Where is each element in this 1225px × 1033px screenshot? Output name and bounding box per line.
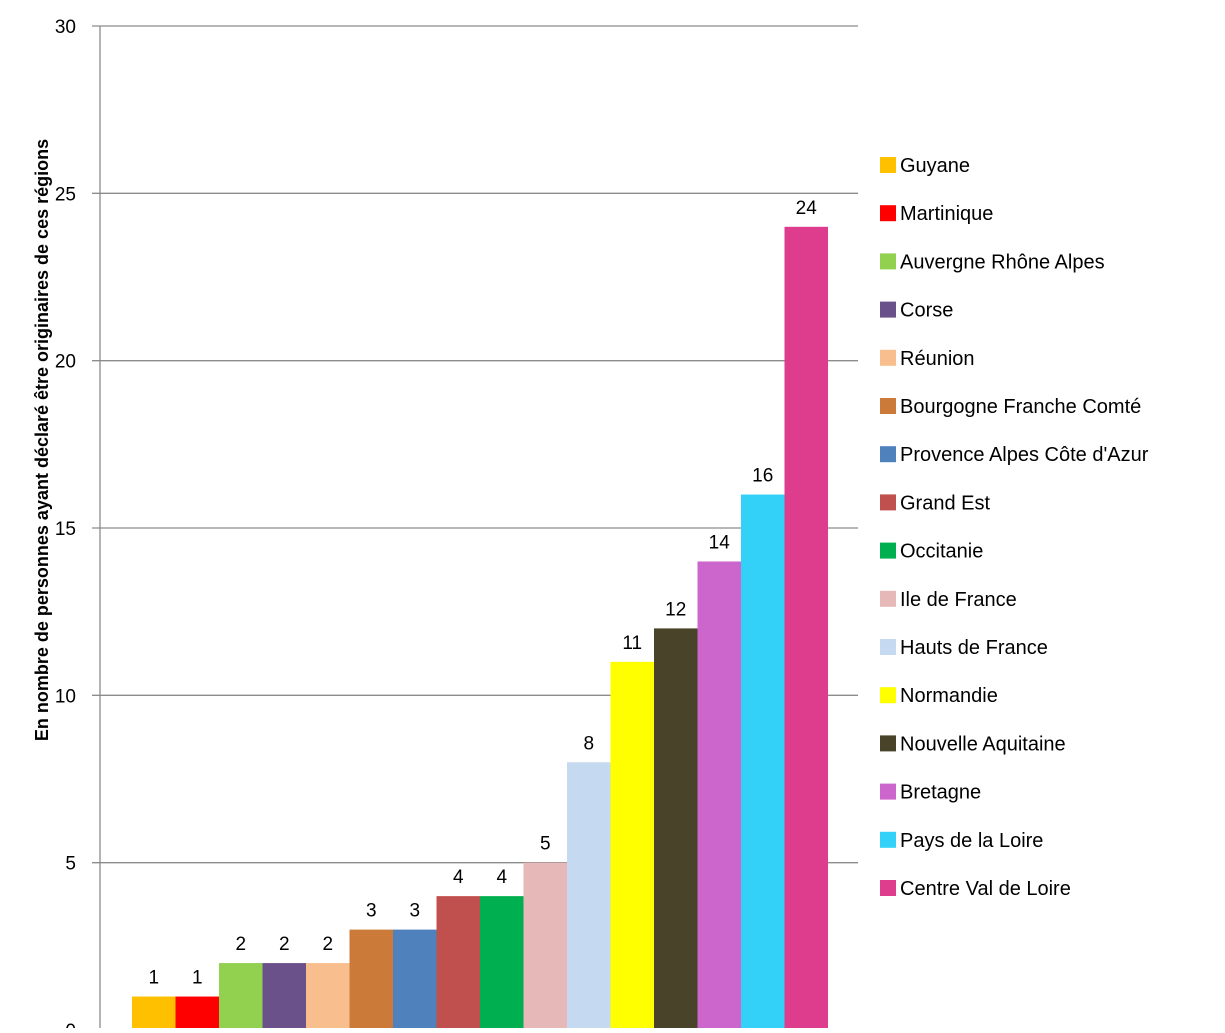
- data-label: 5: [540, 834, 551, 855]
- data-label: 16: [752, 466, 773, 487]
- data-label: 11: [622, 633, 642, 654]
- legend-label: Bretagne: [900, 782, 981, 804]
- legend-swatch: [880, 301, 896, 318]
- legend-swatch: [880, 831, 896, 848]
- legend-swatch: [880, 735, 896, 752]
- y-tick-label: 20: [55, 352, 76, 373]
- bar: [784, 226, 828, 1031]
- bar: [697, 561, 741, 1030]
- legend-swatch: [880, 157, 896, 173]
- data-label: 1: [192, 968, 203, 989]
- y-axis: 0 5 10 15 20 25 30: [55, 17, 101, 1033]
- legend-label: Corse: [900, 300, 953, 322]
- legend-swatch: [880, 253, 896, 270]
- bar: [219, 963, 263, 1030]
- data-label: 8: [583, 733, 594, 754]
- bar: [567, 762, 611, 1030]
- legend-label: Ile de France: [900, 589, 1017, 611]
- legend-label: Auvergne Rhône Alpes: [900, 251, 1105, 273]
- data-label: 2: [235, 934, 246, 955]
- legend-swatch: [880, 398, 896, 414]
- data-label: 4: [496, 867, 507, 888]
- legend-swatch: [880, 205, 896, 222]
- legend-swatch: [880, 494, 896, 511]
- legend: Guyane Martinique Auvergne Rhône Alpes Cors…: [880, 155, 1149, 900]
- data-label: 24: [796, 198, 818, 219]
- data-label: 14: [709, 532, 731, 553]
- legend-swatch: [880, 687, 896, 704]
- legend-swatch: [880, 349, 896, 366]
- legend-swatch: [880, 880, 896, 896]
- gridlines: [92, 25, 858, 1031]
- bar: [175, 996, 219, 1030]
- bar: [349, 929, 393, 1030]
- y-axis-label: En nombre de personnes ayant déclaré êtr…: [32, 139, 52, 741]
- legend-label: Réunion: [900, 348, 975, 370]
- bar: [393, 929, 437, 1030]
- data-label: 4: [453, 867, 464, 888]
- y-tick-label: 25: [55, 184, 76, 205]
- legend-swatch: [880, 590, 896, 607]
- legend-label: Grand Est: [900, 492, 990, 514]
- bar: [610, 661, 654, 1030]
- legend-swatch: [880, 783, 896, 800]
- legend-label: Centre Val de Loire: [900, 878, 1071, 900]
- bars: [132, 226, 828, 1031]
- legend-label: Guyane: [900, 155, 970, 177]
- legend-label: Normandie: [900, 685, 998, 707]
- legend-swatch: [880, 542, 896, 559]
- data-label: 3: [366, 901, 377, 922]
- legend-swatch: [880, 639, 896, 655]
- data-label: 2: [322, 934, 333, 955]
- y-tick-label: 0: [65, 1021, 76, 1028]
- y-tick-label: 5: [65, 854, 76, 875]
- y-tick-label: 15: [55, 519, 76, 540]
- data-label: 1: [148, 968, 159, 989]
- y-tick-label: 10: [55, 686, 76, 707]
- bar: [523, 862, 567, 1030]
- bar: [480, 896, 524, 1030]
- bar: [741, 494, 785, 1030]
- y-tick-label: 30: [55, 17, 76, 38]
- data-label: 3: [409, 901, 420, 922]
- bar: [654, 628, 698, 1030]
- legend-label: Occitanie: [900, 541, 983, 563]
- legend-label: Bourgogne Franche Comté: [900, 396, 1141, 418]
- legend-label: Martinique: [900, 203, 993, 225]
- legend-label: Provence Alpes Côte d'Azur: [900, 444, 1149, 466]
- data-label: 12: [665, 599, 686, 620]
- bar: [132, 996, 176, 1030]
- bar: [306, 963, 350, 1030]
- legend-swatch: [880, 446, 896, 463]
- bar: [262, 963, 306, 1030]
- legend-label: Pays de la Loire: [900, 830, 1043, 852]
- legend-label: Hauts de France: [900, 637, 1048, 659]
- bar: [436, 896, 480, 1030]
- data-label: 2: [279, 934, 290, 955]
- legend-label: Nouvelle Aquitaine: [900, 733, 1066, 755]
